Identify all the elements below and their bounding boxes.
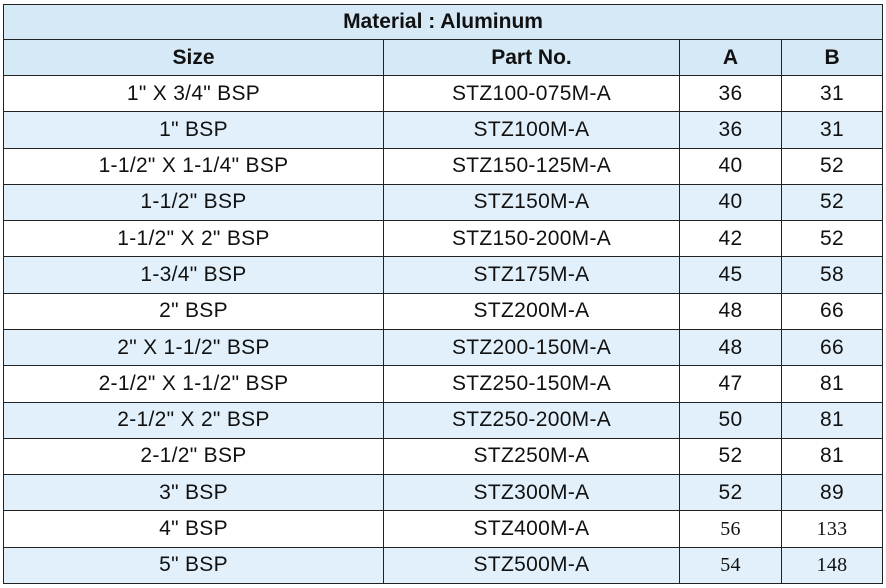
column-header-row: Size Part No. A B (3, 39, 884, 76)
part-no-cell: STZ150M-A (383, 183, 680, 222)
b-value-cell: 31 (780, 111, 884, 149)
aluminum-parts-table: Material : Aluminum Size Part No. A B 1"… (2, 4, 884, 585)
a-value-cell: 48 (679, 292, 782, 330)
table-row: 1-3/4" BSP STZ175M-A 45 58 (3, 256, 884, 294)
table-row: 2" BSP STZ200M-A 48 66 (3, 292, 884, 330)
size-cell: 1-1/2" X 1-1/4" BSP (3, 147, 384, 185)
part-no-cell: STZ300M-A (383, 474, 680, 512)
header-a: A (679, 39, 782, 76)
table-row: 1" X 3/4" BSP STZ100-075M-A 36 31 (3, 74, 884, 113)
part-no-cell: STZ200-150M-A (383, 328, 680, 367)
b-value-cell: 148 (780, 546, 884, 585)
size-cell: 3" BSP (3, 474, 384, 512)
a-value-cell: 45 (679, 256, 782, 294)
part-no-cell: STZ250-150M-A (383, 365, 680, 403)
table-row: 2-1/2" X 2" BSP STZ250-200M-A 50 81 (3, 401, 884, 439)
table-row: 1" BSP STZ100M-A 36 31 (3, 111, 884, 149)
size-cell: 1-3/4" BSP (3, 256, 384, 294)
a-value-cell: 47 (679, 365, 782, 403)
table-row: 2-1/2" X 1-1/2" BSP STZ250-150M-A 47 81 (3, 365, 884, 403)
size-cell: 1" BSP (3, 111, 384, 149)
part-no-cell: STZ200M-A (383, 292, 680, 330)
table-row: 2-1/2" BSP STZ250M-A 52 81 (3, 437, 884, 476)
size-cell: 2-1/2" X 1-1/2" BSP (3, 365, 384, 403)
b-value-cell: 31 (780, 74, 884, 113)
part-no-cell: STZ500M-A (383, 546, 680, 585)
part-no-cell: STZ150-200M-A (383, 220, 680, 258)
a-value-cell: 50 (679, 401, 782, 439)
size-cell: 4" BSP (3, 510, 384, 548)
table-row: 3" BSP STZ300M-A 52 89 (3, 474, 884, 512)
size-cell: 1-1/2" X 2" BSP (3, 220, 384, 258)
part-no-cell: STZ250-200M-A (383, 401, 680, 439)
size-cell: 2-1/2" X 2" BSP (3, 401, 384, 439)
a-value-cell: 40 (679, 183, 782, 222)
a-value-cell: 42 (679, 220, 782, 258)
a-value-cell: 36 (679, 111, 782, 149)
size-cell: 5" BSP (3, 546, 384, 585)
table-row: 1-1/2" X 2" BSP STZ150-200M-A 42 52 (3, 220, 884, 258)
table-title: Material : Aluminum (2, 4, 884, 40)
size-cell: 2" BSP (3, 292, 384, 330)
a-value-cell: 56 (679, 510, 782, 548)
b-value-cell: 81 (780, 365, 884, 403)
a-value-cell: 36 (679, 74, 782, 113)
b-value-cell: 66 (780, 292, 884, 330)
b-value-cell: 66 (780, 328, 884, 367)
b-value-cell: 58 (780, 256, 884, 294)
b-value-cell: 52 (780, 147, 884, 185)
size-cell: 2-1/2" BSP (3, 437, 384, 476)
part-no-cell: STZ100-075M-A (383, 74, 680, 113)
part-no-cell: STZ400M-A (383, 510, 680, 548)
b-value-cell: 89 (780, 474, 884, 512)
a-value-cell: 52 (679, 474, 782, 512)
size-cell: 1" X 3/4" BSP (3, 74, 384, 113)
b-value-cell: 81 (780, 437, 884, 476)
a-value-cell: 54 (679, 546, 782, 585)
table-row: 1-1/2" BSP STZ150M-A 40 52 (3, 183, 884, 222)
table-row: 2" X 1-1/2" BSP STZ200-150M-A 48 66 (3, 328, 884, 367)
a-value-cell: 40 (679, 147, 782, 185)
part-no-cell: STZ150-125M-A (383, 147, 680, 185)
header-size: Size (3, 39, 384, 76)
table-row: 5" BSP STZ500M-A 54 148 (3, 546, 884, 585)
size-cell: 1-1/2" BSP (3, 183, 384, 222)
b-value-cell: 52 (780, 183, 884, 222)
table-row: 1-1/2" X 1-1/4" BSP STZ150-125M-A 40 52 (3, 147, 884, 185)
part-no-cell: STZ100M-A (383, 111, 680, 149)
b-value-cell: 81 (780, 401, 884, 439)
table-title-row: Material : Aluminum (2, 4, 884, 40)
header-b: B (780, 39, 884, 76)
b-value-cell: 52 (780, 220, 884, 258)
size-cell: 2" X 1-1/2" BSP (3, 328, 384, 367)
a-value-cell: 52 (679, 437, 782, 476)
part-no-cell: STZ175M-A (383, 256, 680, 294)
header-part-no: Part No. (383, 39, 680, 76)
table-row: 4" BSP STZ400M-A 56 133 (3, 510, 884, 548)
part-no-cell: STZ250M-A (383, 437, 680, 476)
a-value-cell: 48 (679, 328, 782, 367)
b-value-cell: 133 (780, 510, 884, 548)
